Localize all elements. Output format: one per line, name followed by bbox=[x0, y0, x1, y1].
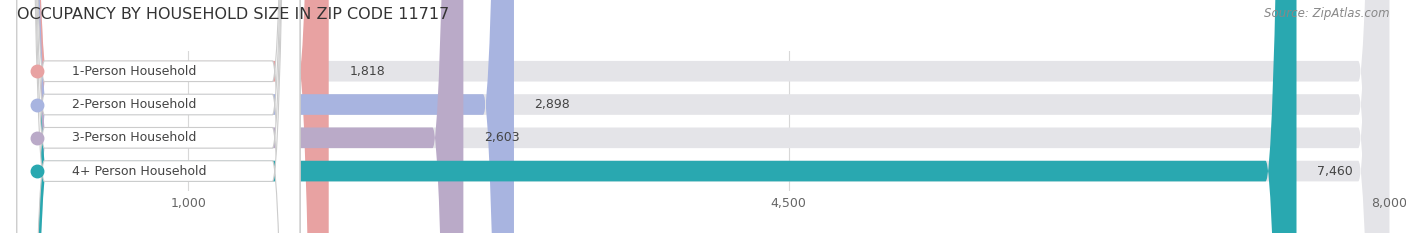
FancyBboxPatch shape bbox=[17, 0, 329, 233]
FancyBboxPatch shape bbox=[17, 0, 515, 233]
Text: 7,460: 7,460 bbox=[1317, 164, 1353, 178]
Text: 2-Person Household: 2-Person Household bbox=[72, 98, 197, 111]
FancyBboxPatch shape bbox=[17, 0, 1296, 233]
FancyBboxPatch shape bbox=[17, 0, 1389, 233]
Text: 3-Person Household: 3-Person Household bbox=[72, 131, 197, 144]
FancyBboxPatch shape bbox=[17, 0, 1389, 233]
FancyBboxPatch shape bbox=[17, 0, 1389, 233]
Text: 2,603: 2,603 bbox=[484, 131, 520, 144]
FancyBboxPatch shape bbox=[17, 0, 299, 233]
FancyBboxPatch shape bbox=[17, 0, 1389, 233]
FancyBboxPatch shape bbox=[17, 0, 464, 233]
FancyBboxPatch shape bbox=[17, 0, 299, 233]
Text: Source: ZipAtlas.com: Source: ZipAtlas.com bbox=[1264, 7, 1389, 20]
Text: 2,898: 2,898 bbox=[534, 98, 571, 111]
Text: 1-Person Household: 1-Person Household bbox=[72, 65, 197, 78]
FancyBboxPatch shape bbox=[17, 0, 299, 233]
FancyBboxPatch shape bbox=[17, 0, 299, 233]
Text: 4+ Person Household: 4+ Person Household bbox=[72, 164, 207, 178]
Text: OCCUPANCY BY HOUSEHOLD SIZE IN ZIP CODE 11717: OCCUPANCY BY HOUSEHOLD SIZE IN ZIP CODE … bbox=[17, 7, 449, 22]
Text: 1,818: 1,818 bbox=[349, 65, 385, 78]
